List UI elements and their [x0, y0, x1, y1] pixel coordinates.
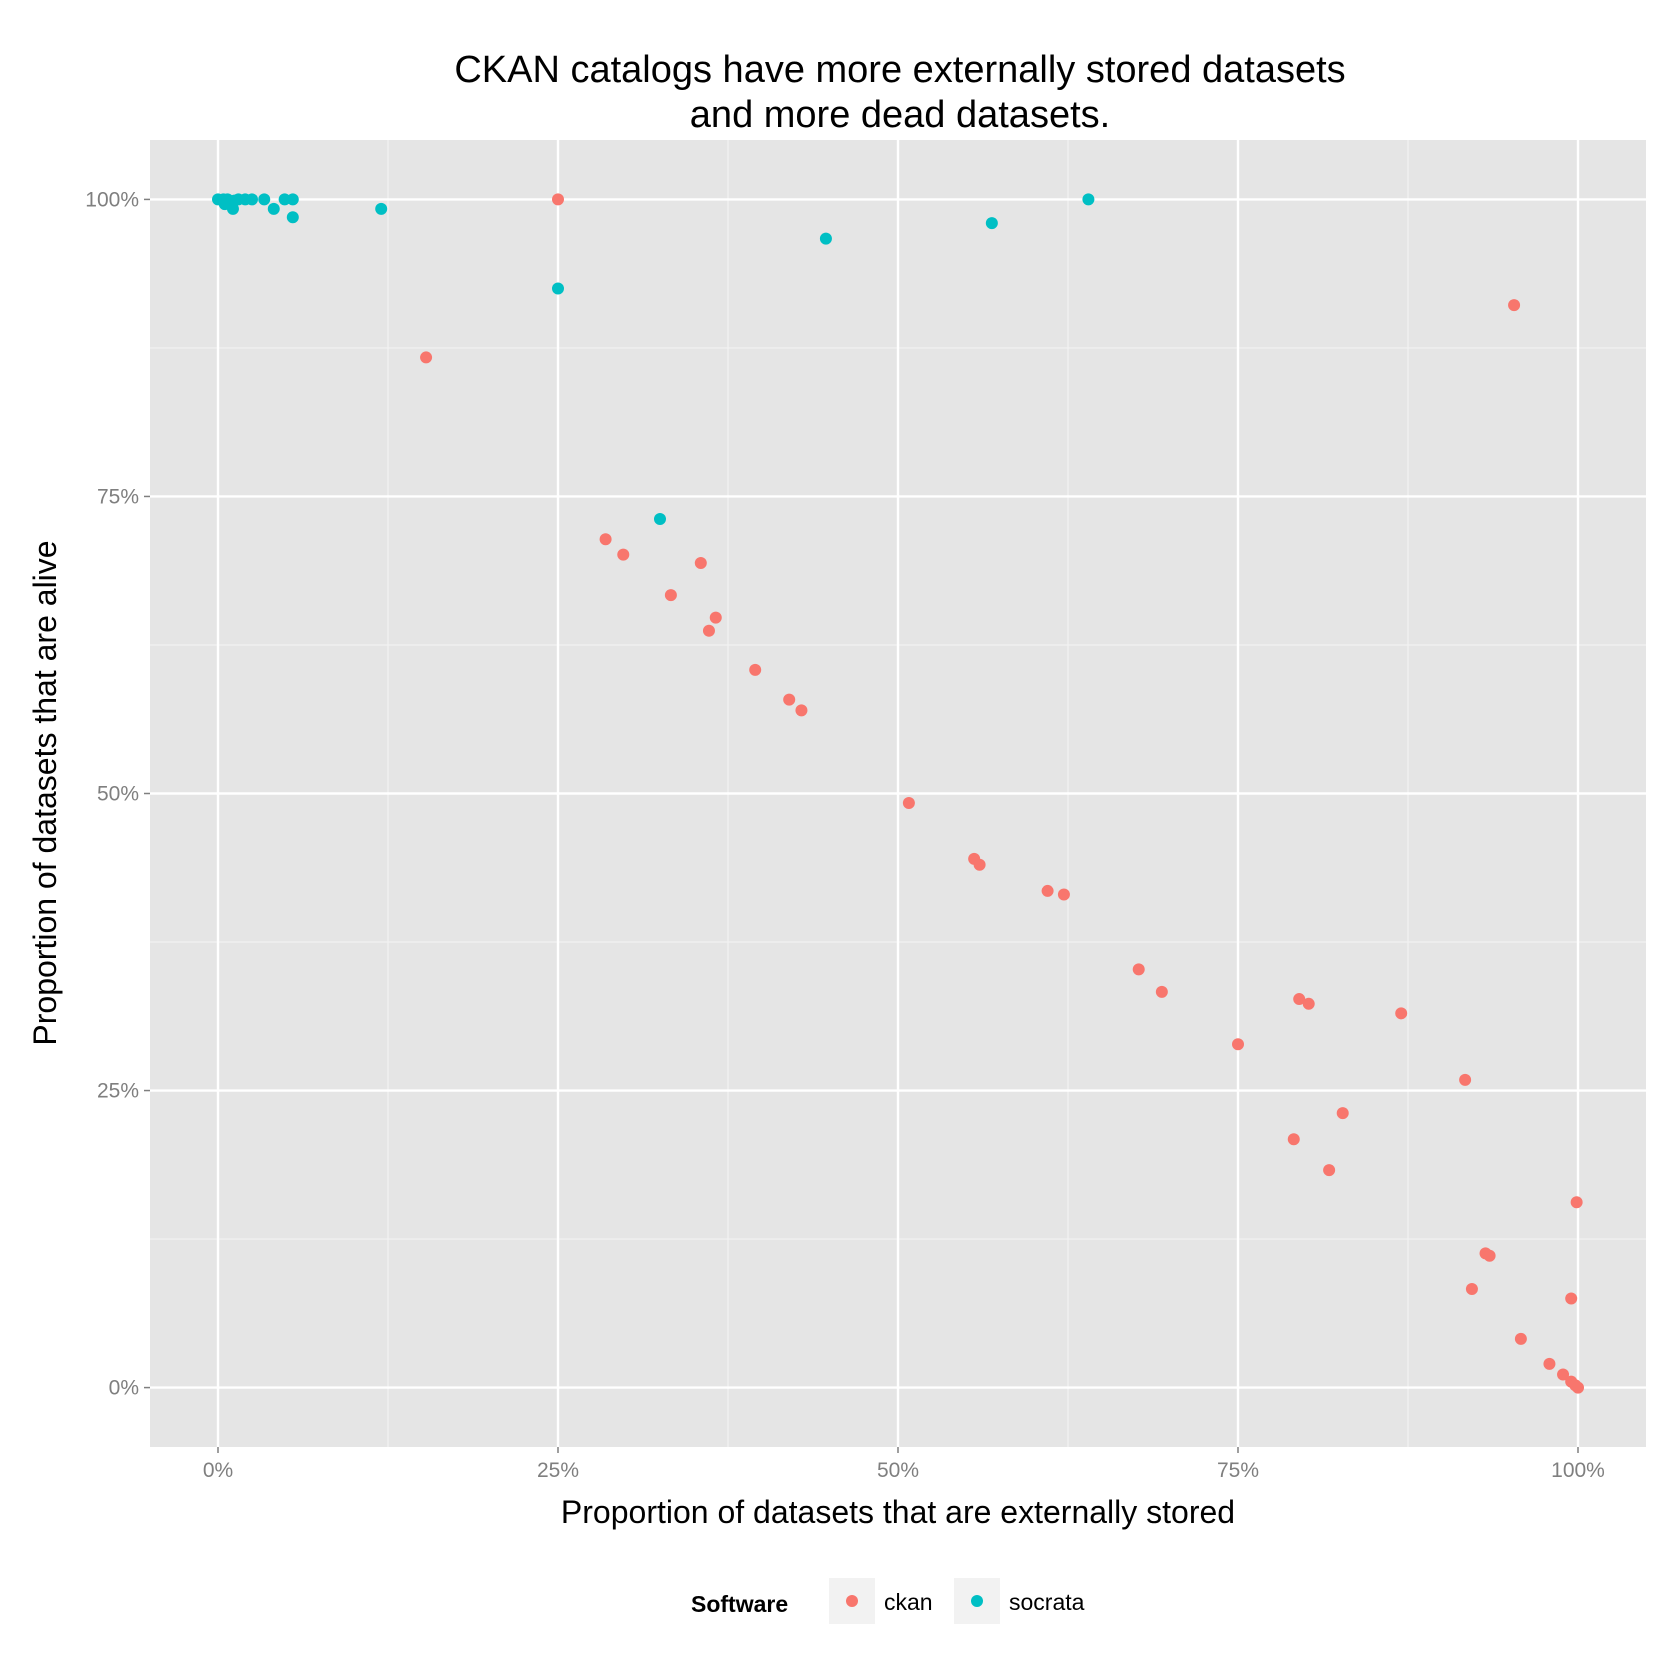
point-socrata	[819, 232, 832, 245]
x-tick-label: 75%	[1217, 1459, 1259, 1482]
point-socrata	[286, 193, 299, 206]
x-tick-label: 100%	[1551, 1459, 1605, 1482]
point-ckan	[749, 663, 762, 676]
point-ckan	[902, 797, 915, 810]
point-ckan	[420, 351, 433, 364]
grid-lines	[150, 140, 1646, 1447]
point-ckan	[1570, 1196, 1583, 1209]
legend-swatch-socrata	[971, 1595, 983, 1607]
point-ckan	[1557, 1368, 1570, 1381]
point-ckan	[1132, 963, 1145, 976]
point-ckan	[1287, 1133, 1300, 1146]
point-socrata	[985, 217, 998, 230]
point-socrata	[246, 193, 258, 206]
y-tick-label: 50%	[97, 783, 139, 806]
point-ckan	[1323, 1164, 1336, 1177]
point-ckan	[1057, 888, 1070, 901]
point-ckan	[1465, 1282, 1478, 1295]
y-tick-label: 0%	[109, 1377, 139, 1400]
point-ckan	[1293, 993, 1306, 1006]
x-tick-label: 50%	[877, 1459, 919, 1482]
point-ckan	[1572, 1381, 1584, 1394]
point-ckan	[1155, 985, 1168, 998]
data-points	[212, 193, 1584, 1394]
point-socrata	[258, 193, 271, 206]
point-socrata	[267, 202, 280, 215]
point-socrata	[226, 202, 239, 215]
x-tick-label: 25%	[537, 1459, 579, 1482]
y-axis-title: Proportion of datasets that are alive	[27, 540, 63, 1045]
legend: Software ckan socrata	[691, 1578, 1085, 1624]
chart-title-line-2: and more dead datasets.	[690, 94, 1110, 136]
y-tick-label: 75%	[97, 485, 139, 508]
x-tick-label: 0%	[203, 1459, 233, 1482]
point-ckan	[1514, 1332, 1527, 1345]
x-axis-title: Proportion of datasets that are external…	[561, 1494, 1235, 1530]
point-ckan	[1565, 1292, 1578, 1305]
point-socrata	[286, 211, 299, 224]
point-ckan	[599, 533, 612, 546]
point-ckan	[694, 556, 707, 569]
point-ckan	[973, 858, 986, 871]
legend-label-socrata: socrata	[1009, 1589, 1085, 1615]
chart-title-line-1: CKAN catalogs have more externally store…	[454, 49, 1345, 91]
point-ckan	[702, 624, 715, 637]
point-ckan	[783, 693, 796, 706]
x-axis-ticks: 0% 25% 50% 75% 100%	[203, 1447, 1605, 1482]
point-ckan	[1336, 1107, 1349, 1120]
legend-swatch-ckan	[846, 1595, 858, 1607]
point-ckan	[1483, 1249, 1496, 1262]
point-socrata	[552, 282, 564, 295]
y-tick-label: 100%	[85, 188, 139, 211]
point-ckan	[709, 611, 722, 624]
point-ckan	[552, 193, 564, 206]
point-socrata	[1082, 193, 1095, 206]
point-ckan	[664, 589, 677, 602]
point-ckan	[1508, 299, 1521, 312]
point-ckan	[1302, 997, 1315, 1010]
point-ckan	[1041, 884, 1054, 897]
legend-label-ckan: ckan	[884, 1589, 933, 1615]
point-ckan	[1395, 1007, 1408, 1020]
point-ckan	[1543, 1357, 1556, 1370]
point-socrata	[654, 513, 666, 526]
y-axis-ticks: 0% 25% 50% 75% 100%	[85, 188, 150, 1400]
y-tick-label: 25%	[97, 1080, 139, 1103]
legend-title: Software	[691, 1591, 788, 1617]
point-ckan	[1459, 1073, 1472, 1086]
point-ckan	[795, 704, 808, 717]
point-socrata	[375, 202, 388, 215]
point-ckan	[1232, 1038, 1244, 1051]
point-ckan	[617, 548, 630, 561]
